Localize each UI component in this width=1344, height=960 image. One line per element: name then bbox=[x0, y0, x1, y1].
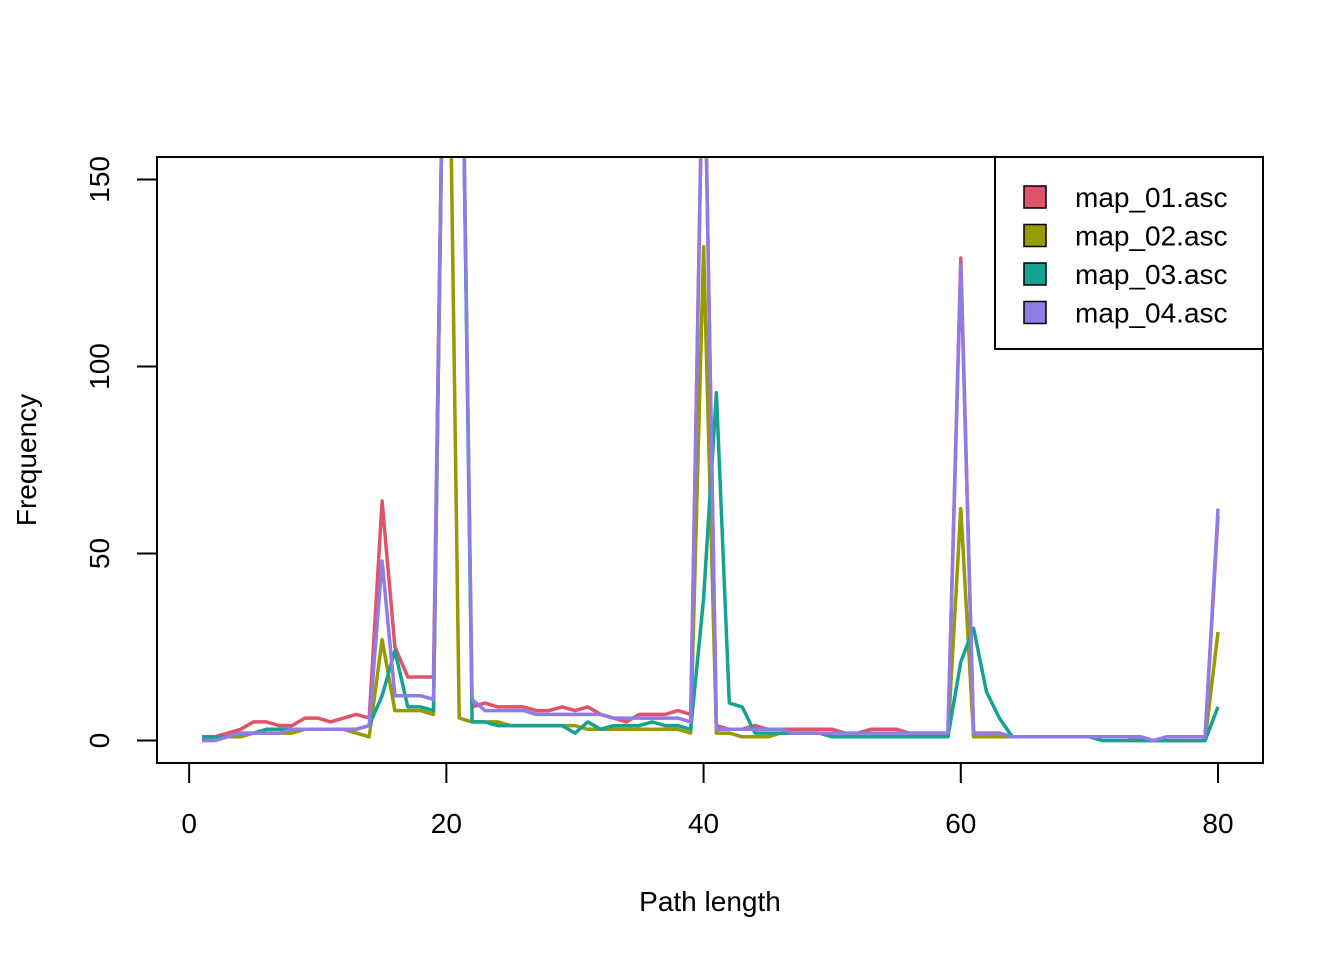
legend-swatch bbox=[1023, 223, 1047, 248]
y-tick-label: 50 bbox=[84, 538, 115, 569]
y-tick-label: 0 bbox=[84, 733, 115, 749]
legend: map_01.asc map_02.asc map_03.asc map_04.asc bbox=[994, 156, 1264, 350]
legend-swatch bbox=[1023, 262, 1047, 286]
x-tick-label: 80 bbox=[1202, 808, 1233, 839]
legend-swatch bbox=[1023, 185, 1047, 209]
series-line-4 bbox=[202, 157, 1220, 743]
x-axis: 0 20 40 60 80 bbox=[181, 762, 1234, 839]
legend-label: map_02.asc bbox=[1075, 221, 1228, 252]
x-tick-label: 40 bbox=[688, 808, 719, 839]
y-axis: 0 50 100 150 bbox=[84, 156, 158, 749]
legend-label: map_01.asc bbox=[1075, 182, 1228, 213]
x-tick-label: 20 bbox=[431, 808, 462, 839]
legend-label: map_03.asc bbox=[1075, 259, 1228, 290]
y-tick-label: 150 bbox=[84, 156, 115, 203]
legend-swatch bbox=[1023, 300, 1047, 325]
x-tick-label: 60 bbox=[945, 808, 976, 839]
x-tick-label: 0 bbox=[181, 808, 197, 839]
y-axis-title: Frequency bbox=[11, 394, 42, 526]
x-axis-title: Path length bbox=[639, 886, 781, 917]
y-tick-label: 100 bbox=[84, 343, 115, 390]
legend-label: map_04.asc bbox=[1075, 298, 1228, 329]
